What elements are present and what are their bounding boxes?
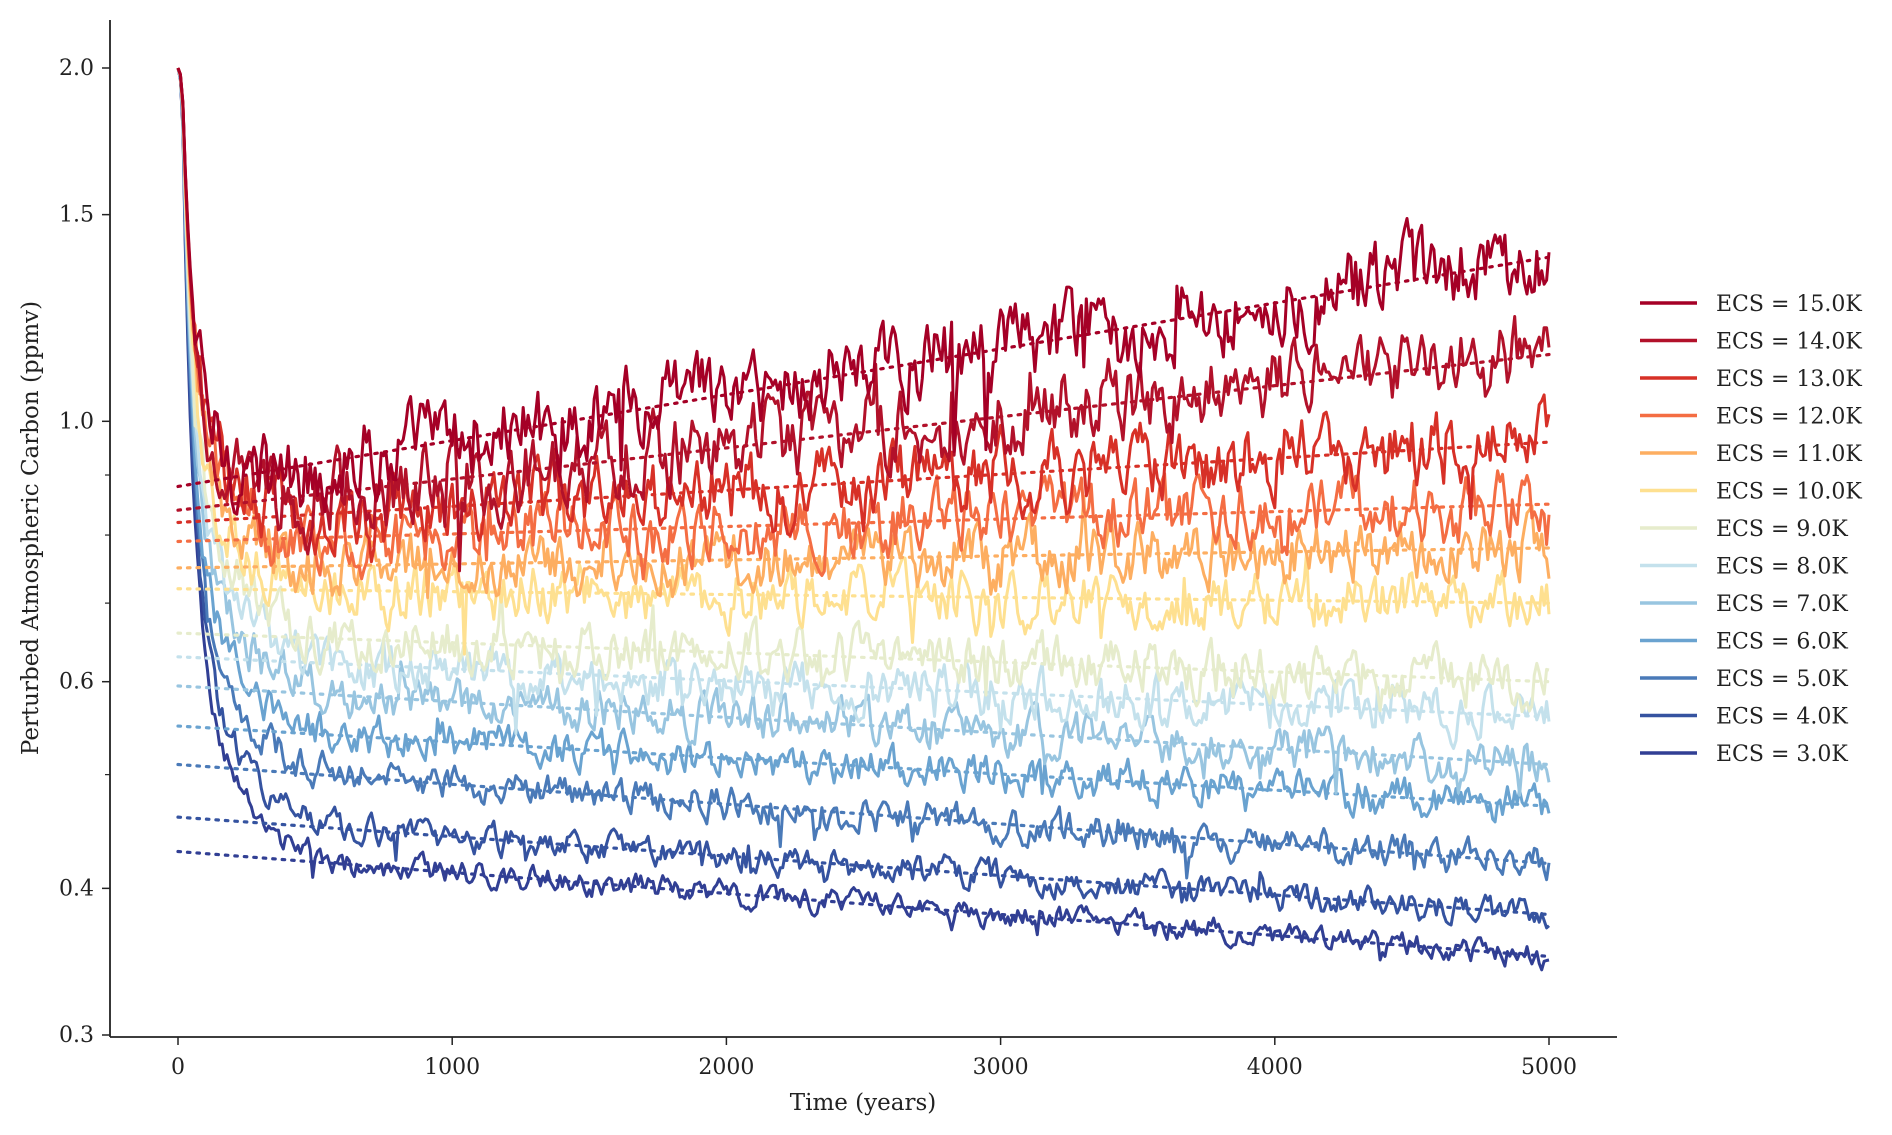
x-tick-label: 4000 [1247,1055,1303,1080]
y-ticks: 0.3 0.4 0.6 1.0 1.5 2.0 [59,56,110,1048]
y-tick-label: 1.5 [59,203,94,228]
y-tick-label: 0.4 [59,876,94,901]
series-group [176,67,1551,750]
series-line [176,67,1551,750]
legend-entry-label: ECS = 7.0K [1716,592,1848,617]
series-line [176,67,1551,656]
legend-entry-label: ECS = 3.0K [1716,742,1848,767]
series-group [176,67,1551,714]
y-tick-label: 0.3 [59,1023,94,1048]
series-line [176,67,1551,882]
series-group [176,67,1551,573]
legend-entry-label: ECS = 14.0K [1716,330,1862,355]
legend-entry-label: ECS = 15.0K [1716,292,1862,317]
x-axis-label: Time (years) [790,1090,937,1116]
series-trend-line [176,849,1551,959]
series-group [176,67,1551,930]
x-ticks: 0 1000 2000 3000 4000 5000 [171,1037,1577,1080]
series-line [176,67,1550,972]
legend-entry-label: ECS = 13.0K [1716,367,1862,392]
legend-entry-label: ECS = 12.0K [1716,405,1862,430]
legend-entry-label: ECS = 5.0K [1716,667,1848,692]
series-trend-line [176,655,1551,719]
series-trend-line [176,440,1551,525]
series-group [176,67,1551,600]
series-line [176,67,1551,600]
y-tick-label: 0.6 [59,670,94,695]
series-group [176,67,1551,824]
legend-entry-label: ECS = 4.0K [1716,705,1848,730]
axes: 0 1000 2000 3000 4000 5000 0.3 0.4 0.6 1.0 1.5 2.0… [18,20,1617,1116]
y-tick-label: 2.0 [59,56,94,81]
series-line [176,67,1551,516]
series-line [176,67,1551,581]
series-line [176,67,1550,714]
series-trend-line [176,684,1551,767]
legend-entry-label: ECS = 9.0K [1716,517,1848,542]
series-line [176,67,1551,824]
series-group [176,67,1551,656]
legend-entry-label: ECS = 6.0K [1716,630,1848,655]
series-group [176,67,1551,972]
x-tick-label: 5000 [1521,1055,1577,1080]
x-tick-label: 1000 [424,1055,480,1080]
series-line [176,67,1551,797]
legend-entry-label: ECS = 8.0K [1716,555,1848,580]
series-line [176,67,1551,573]
series-group [176,67,1551,516]
y-tick-label: 1.0 [59,409,94,434]
plot-area [176,67,1551,972]
legend-entry-label: ECS = 11.0K [1716,442,1862,467]
x-tick-label: 2000 [698,1055,754,1080]
legend-entry-label: ECS = 10.0K [1716,480,1862,505]
series-group [176,67,1551,882]
x-tick-label: 0 [171,1055,185,1080]
series-group [176,67,1551,797]
y-axis-label: Perturbed Atmospheric Carbon (ppmv) [18,301,44,755]
x-tick-label: 3000 [973,1055,1029,1080]
legend: ECS = 15.0K ECS = 14.0K ECS = 13.0K ECS = 1… [1640,292,1862,767]
series-line [176,67,1550,930]
